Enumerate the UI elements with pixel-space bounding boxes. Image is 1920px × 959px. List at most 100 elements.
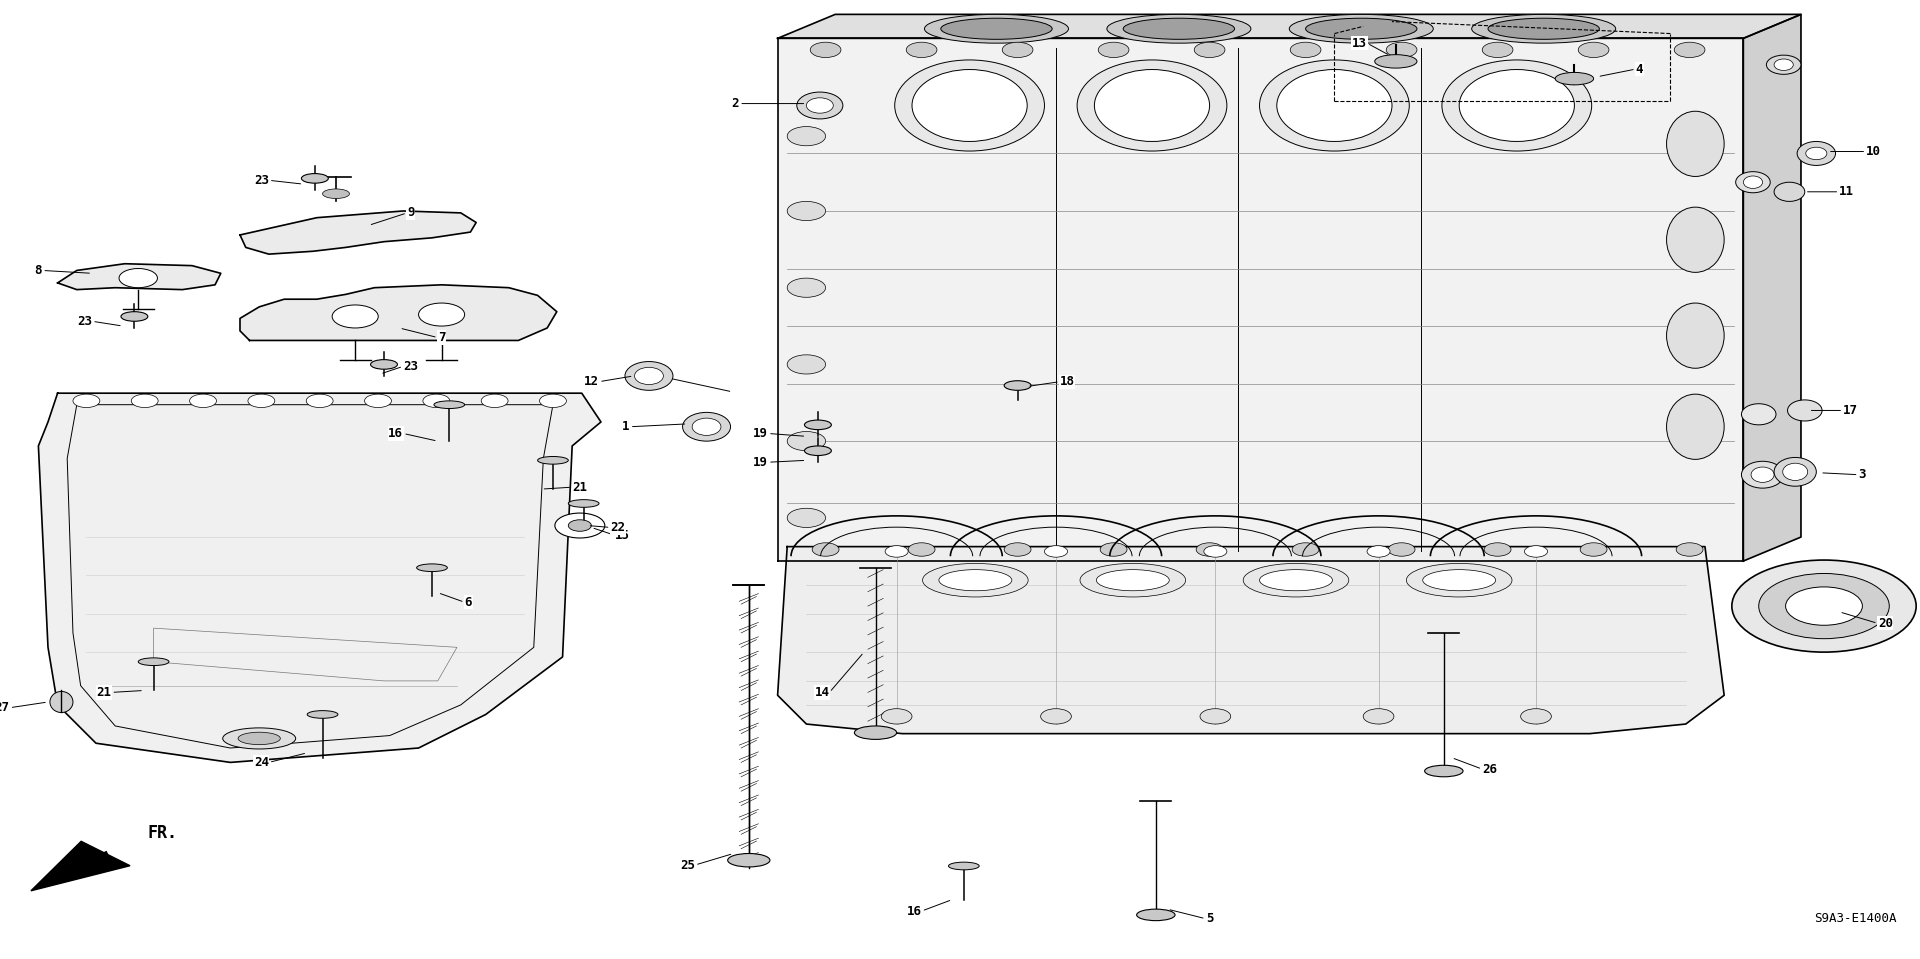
- Ellipse shape: [1488, 18, 1599, 39]
- Text: 25: 25: [680, 858, 695, 872]
- Ellipse shape: [806, 98, 833, 113]
- Circle shape: [422, 394, 449, 408]
- Circle shape: [1004, 543, 1031, 556]
- Circle shape: [1194, 42, 1225, 58]
- Polygon shape: [778, 14, 1801, 38]
- Ellipse shape: [307, 711, 338, 718]
- Ellipse shape: [1774, 59, 1793, 71]
- Ellipse shape: [634, 367, 664, 385]
- Ellipse shape: [1782, 463, 1809, 480]
- Text: 4: 4: [1636, 62, 1644, 76]
- Ellipse shape: [121, 312, 148, 321]
- Ellipse shape: [1004, 381, 1031, 390]
- Text: 8: 8: [35, 264, 42, 277]
- Circle shape: [1204, 546, 1227, 557]
- Ellipse shape: [684, 412, 730, 441]
- Circle shape: [568, 520, 591, 531]
- Ellipse shape: [50, 691, 73, 713]
- Polygon shape: [38, 393, 601, 762]
- Ellipse shape: [1667, 207, 1724, 272]
- Ellipse shape: [1774, 182, 1805, 201]
- Circle shape: [1367, 546, 1390, 557]
- Polygon shape: [240, 211, 476, 254]
- Circle shape: [885, 546, 908, 557]
- Circle shape: [908, 543, 935, 556]
- Text: 20: 20: [1878, 617, 1893, 630]
- Ellipse shape: [1788, 400, 1822, 421]
- Circle shape: [1388, 543, 1415, 556]
- Ellipse shape: [1743, 175, 1763, 188]
- Circle shape: [1292, 543, 1319, 556]
- Circle shape: [1200, 709, 1231, 724]
- Circle shape: [787, 355, 826, 374]
- Ellipse shape: [1442, 59, 1592, 151]
- Ellipse shape: [538, 456, 568, 464]
- Ellipse shape: [434, 401, 465, 409]
- Text: 22: 22: [611, 521, 626, 534]
- Circle shape: [1363, 709, 1394, 724]
- Text: 23: 23: [253, 174, 269, 187]
- Ellipse shape: [1375, 55, 1417, 68]
- Text: 21: 21: [96, 686, 111, 699]
- Polygon shape: [778, 38, 1743, 561]
- Circle shape: [1041, 709, 1071, 724]
- Ellipse shape: [1106, 14, 1252, 43]
- Ellipse shape: [1667, 303, 1724, 368]
- Circle shape: [555, 513, 605, 538]
- Circle shape: [1100, 543, 1127, 556]
- Circle shape: [906, 42, 937, 58]
- Text: 3: 3: [1859, 468, 1866, 481]
- Ellipse shape: [1260, 570, 1332, 591]
- Text: 18: 18: [1060, 375, 1075, 388]
- Circle shape: [881, 709, 912, 724]
- Polygon shape: [58, 264, 221, 290]
- Circle shape: [1674, 42, 1705, 58]
- Ellipse shape: [1774, 457, 1816, 486]
- Text: 19: 19: [753, 427, 768, 440]
- Circle shape: [419, 303, 465, 326]
- Ellipse shape: [1766, 55, 1801, 75]
- Ellipse shape: [1079, 563, 1185, 596]
- Circle shape: [131, 394, 157, 408]
- Circle shape: [1002, 42, 1033, 58]
- Text: 13: 13: [1352, 36, 1367, 50]
- Text: 23: 23: [77, 315, 92, 328]
- Ellipse shape: [1473, 14, 1617, 43]
- Circle shape: [1578, 42, 1609, 58]
- Circle shape: [1386, 42, 1417, 58]
- Circle shape: [1098, 42, 1129, 58]
- Ellipse shape: [1741, 461, 1784, 488]
- Text: 6: 6: [465, 596, 472, 609]
- Ellipse shape: [1459, 70, 1574, 141]
- Circle shape: [365, 394, 392, 408]
- Ellipse shape: [1277, 70, 1392, 141]
- Ellipse shape: [1123, 18, 1235, 39]
- Ellipse shape: [941, 18, 1052, 39]
- Ellipse shape: [691, 418, 722, 435]
- Circle shape: [787, 278, 826, 297]
- Circle shape: [1482, 42, 1513, 58]
- Ellipse shape: [1751, 467, 1774, 482]
- Text: 26: 26: [1482, 762, 1498, 776]
- Text: 24: 24: [253, 756, 269, 769]
- Circle shape: [812, 543, 839, 556]
- Circle shape: [787, 508, 826, 527]
- Text: 23: 23: [403, 360, 419, 373]
- Circle shape: [1759, 573, 1889, 639]
- Ellipse shape: [797, 92, 843, 119]
- Circle shape: [810, 42, 841, 58]
- Ellipse shape: [138, 658, 169, 666]
- Polygon shape: [1743, 14, 1801, 561]
- Text: 1: 1: [622, 420, 630, 433]
- Circle shape: [73, 394, 100, 408]
- Text: 19: 19: [753, 456, 768, 469]
- Circle shape: [1196, 543, 1223, 556]
- Text: 11: 11: [1839, 185, 1855, 199]
- Ellipse shape: [1425, 765, 1463, 777]
- Circle shape: [787, 127, 826, 146]
- Ellipse shape: [895, 59, 1044, 151]
- Polygon shape: [240, 285, 557, 340]
- Circle shape: [1580, 543, 1607, 556]
- Ellipse shape: [371, 360, 397, 369]
- Ellipse shape: [1405, 563, 1513, 596]
